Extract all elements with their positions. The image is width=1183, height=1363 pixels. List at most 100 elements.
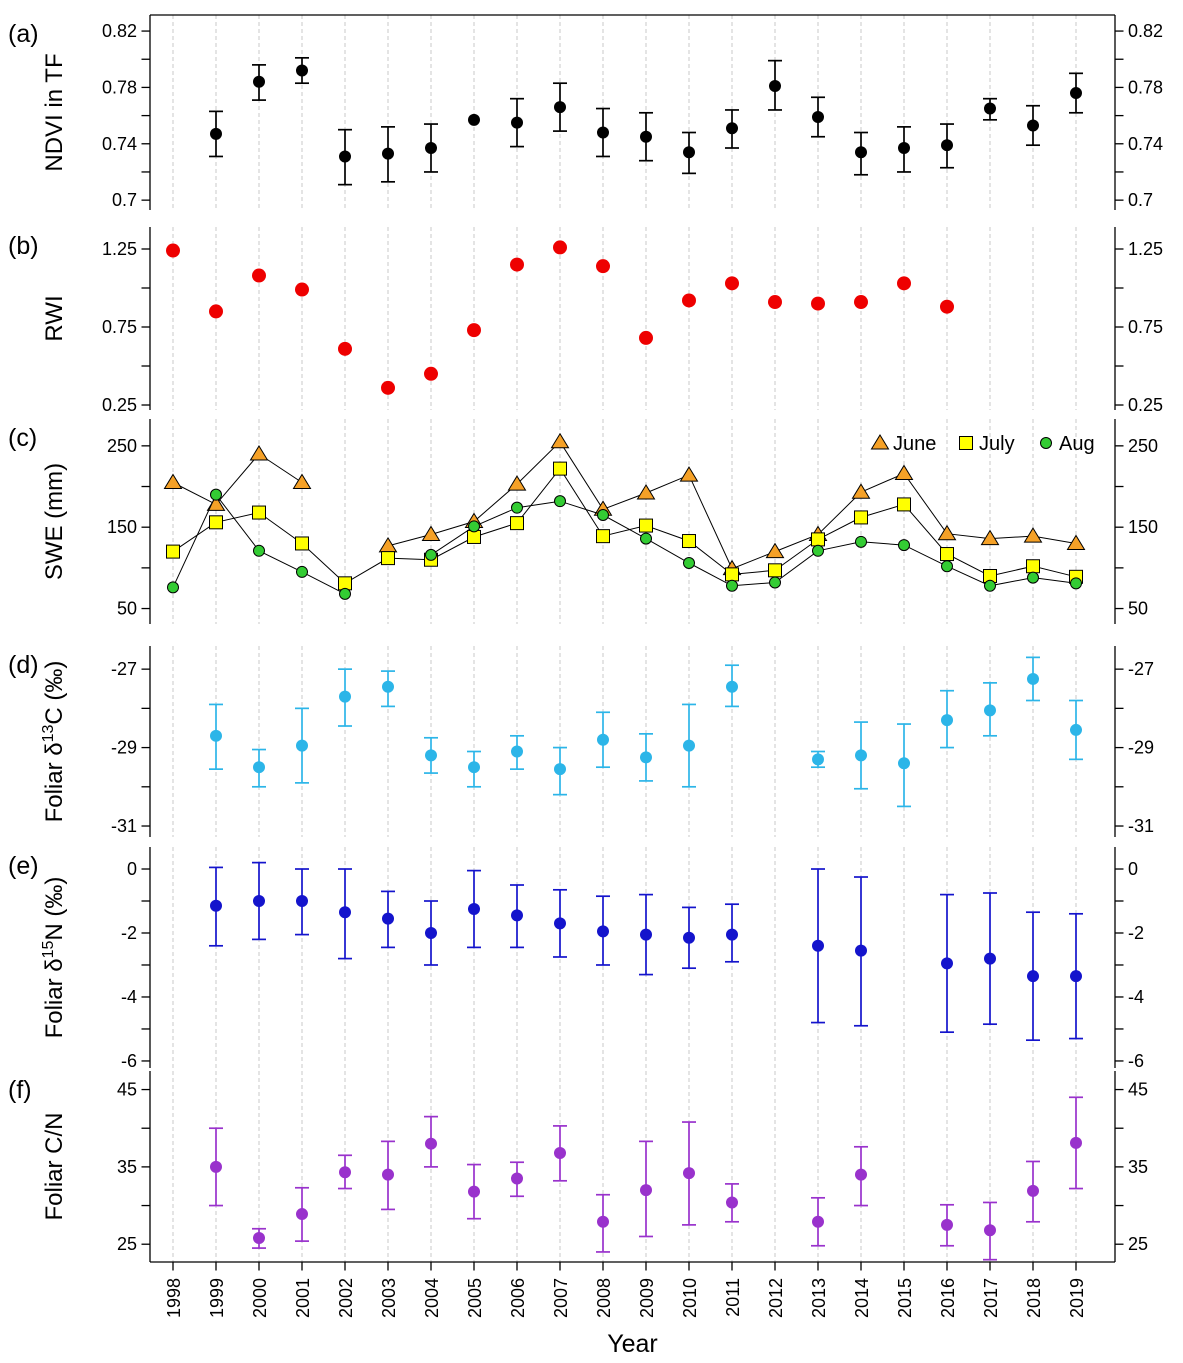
- data-point: [553, 240, 567, 255]
- data-point: [726, 680, 738, 693]
- x-tick-label: 2007: [551, 1278, 571, 1318]
- data-point: [253, 75, 265, 88]
- data-point: [941, 957, 953, 970]
- data-point: [209, 304, 223, 319]
- data-point-july: [725, 567, 739, 582]
- panel-f: 25 25 35 35 45 45 (f) Foliar C/N: [8, 1071, 1148, 1262]
- y-tick-label-right: -4: [1128, 987, 1144, 1007]
- data-point: [941, 139, 953, 152]
- x-tick-label: 2013: [809, 1278, 829, 1318]
- series-line: [172, 453, 303, 506]
- legend-label: Aug: [1059, 433, 1095, 455]
- x-tick-label: 2004: [422, 1278, 442, 1318]
- data-point-july: [553, 461, 567, 476]
- data-point: [725, 276, 739, 291]
- y-tick-label-left: -2: [121, 923, 137, 943]
- y-axis-title: SWE (mm): [41, 463, 68, 580]
- data-point-june: [1066, 534, 1086, 550]
- data-point: [381, 380, 395, 395]
- data-points: [209, 656, 1083, 808]
- data-point-aug: [554, 495, 566, 508]
- data-point: [984, 952, 996, 965]
- panel-letter: (d): [8, 651, 39, 679]
- data-point: [940, 299, 954, 314]
- y-tick-label-left: 0.74: [102, 134, 137, 154]
- y-tick-label-left: 0.78: [102, 77, 137, 97]
- y-tick-label-left: 25: [117, 1234, 137, 1254]
- x-tick-label: 2009: [637, 1278, 657, 1318]
- data-point: [424, 366, 438, 381]
- data-point: [296, 739, 308, 752]
- data-point: [596, 259, 610, 274]
- data-point: [812, 753, 824, 766]
- data-point: [1070, 723, 1082, 736]
- data-point-aug: [597, 508, 609, 521]
- series-aug: [167, 488, 1082, 600]
- gridlines: [172, 1071, 1077, 1262]
- y-tick-label-right: 45: [1128, 1080, 1148, 1100]
- panel-e: -6 -6 -4 -4 -2 -2 0 0 (e)Foliar δ15N (‰): [8, 847, 1144, 1071]
- x-tick-label: 2014: [852, 1278, 872, 1318]
- data-point: [296, 1208, 308, 1221]
- data-point-aug: [984, 579, 996, 592]
- data-point: [296, 64, 308, 77]
- data-point-june: [249, 445, 269, 461]
- y-tick-label-left: 0.75: [102, 317, 137, 337]
- data-point: [941, 714, 953, 727]
- data-point: [295, 282, 309, 297]
- y-tick-label-right: 35: [1128, 1157, 1148, 1177]
- x-tick-label: 2002: [336, 1278, 356, 1318]
- x-tick-label: 2001: [293, 1278, 313, 1318]
- legend-marker-july: [959, 436, 973, 450]
- data-point: [210, 729, 222, 742]
- data-point: [597, 126, 609, 139]
- x-tick-label: 2011: [723, 1278, 743, 1317]
- data-point-aug: [339, 587, 351, 600]
- x-tick-label: 2003: [379, 1278, 399, 1318]
- data-point: [554, 101, 566, 114]
- x-tick-label: 2016: [938, 1278, 958, 1318]
- panel-d: -31 -31 -29 -29 -27 -27 (d)Foliar δ13C (‰): [8, 646, 1154, 837]
- panel-letter: (e): [8, 852, 39, 880]
- data-point: [854, 295, 868, 310]
- panel-b: 0.25 0.25 0.75 0.75 1.25 1.25 (b) RWI: [8, 227, 1163, 415]
- data-point: [425, 749, 437, 762]
- data-point: [468, 1185, 480, 1198]
- data-point-july: [209, 515, 223, 530]
- data-point: [468, 761, 480, 774]
- data-point-june: [980, 529, 1000, 546]
- y-tick-label-right: 1.25: [1128, 239, 1163, 259]
- data-point: [984, 102, 996, 115]
- data-point: [554, 917, 566, 930]
- y-tick-label-right: -6: [1128, 1051, 1144, 1071]
- y-tick-label-right: -27: [1128, 659, 1154, 679]
- data-point-june: [765, 542, 785, 559]
- data-point-june: [292, 473, 312, 489]
- data-point-aug: [1027, 571, 1039, 584]
- data-point-june: [636, 484, 656, 500]
- data-point-july: [381, 551, 395, 566]
- data-point: [511, 909, 523, 922]
- data-point: [597, 925, 609, 938]
- data-point: [898, 142, 910, 155]
- data-point-july: [768, 563, 782, 578]
- data-point: [1070, 1136, 1082, 1149]
- y-tick-label-right: -31: [1128, 816, 1154, 836]
- x-tick-label: 2010: [680, 1278, 700, 1318]
- y-tick-label-left: 0.82: [102, 21, 137, 41]
- y-tick-label-right: 150: [1128, 517, 1158, 537]
- data-point-aug: [1070, 577, 1082, 590]
- data-point: [382, 1168, 394, 1181]
- data-points: [166, 240, 954, 395]
- data-point: [683, 1167, 695, 1180]
- data-point: [339, 1166, 351, 1179]
- data-point-july: [510, 516, 524, 531]
- y-tick-label-right: 0.25: [1128, 395, 1163, 415]
- data-point-july: [252, 505, 266, 520]
- data-point: [1027, 1184, 1039, 1197]
- data-point-july: [897, 497, 911, 512]
- data-point-aug: [855, 535, 867, 548]
- panel-c: 50 50 150 150 250 250 (c)SWE (mm) June July Aug: [8, 419, 1158, 624]
- panel-letter: (b): [8, 232, 39, 260]
